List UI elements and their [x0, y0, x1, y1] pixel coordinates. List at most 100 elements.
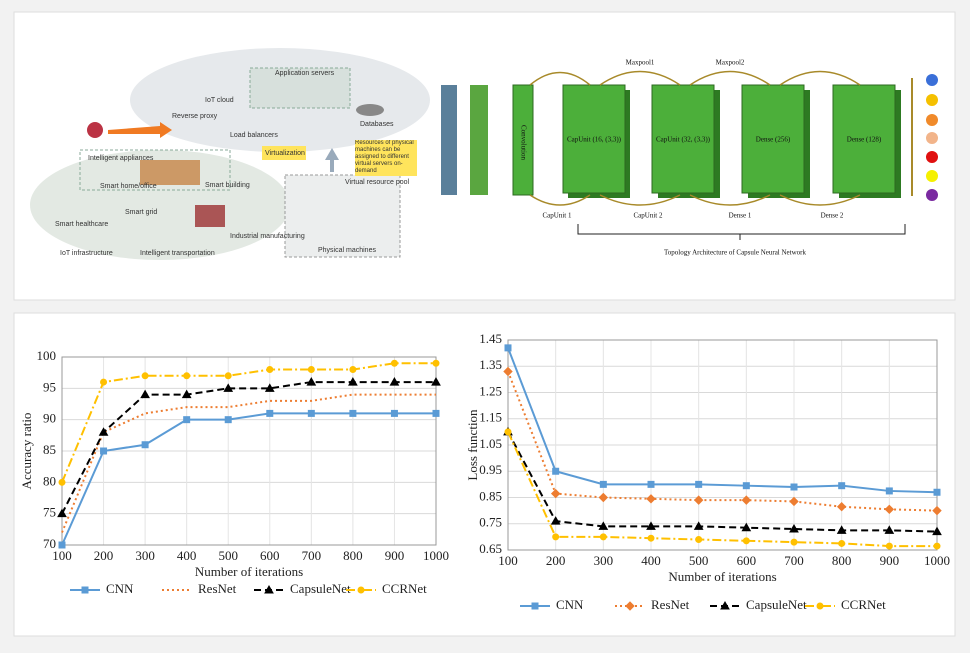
- series-line: [507, 431, 938, 533]
- label: Intelligent appliances: [88, 155, 154, 162]
- marker: [933, 542, 941, 550]
- y-axis-label: Loss function: [465, 409, 480, 481]
- input-units: [470, 85, 488, 195]
- marker: [504, 428, 512, 436]
- marker: [884, 525, 895, 534]
- x-tick-label: 800: [343, 548, 363, 563]
- y-tick-label: 75: [43, 505, 56, 520]
- label: IoT infrastructure: [60, 250, 113, 257]
- y-tick-label: 0.75: [479, 515, 502, 530]
- marker: [884, 504, 895, 515]
- y-axis-label: Accuracy ratio: [19, 413, 34, 490]
- marker: [349, 409, 357, 417]
- marker: [741, 522, 752, 532]
- home-box: [79, 149, 231, 191]
- bottom-label: CapUnit 1: [543, 212, 572, 220]
- arrow: [108, 122, 172, 138]
- marker: [647, 480, 655, 488]
- y-tick-label: 0.65: [479, 541, 502, 556]
- x-tick-label: 600: [737, 553, 757, 568]
- arrow: [325, 148, 339, 172]
- marker: [307, 409, 315, 417]
- marker: [695, 536, 703, 543]
- marker: [307, 366, 315, 374]
- x-tick-label: 500: [689, 553, 709, 568]
- marker: [742, 482, 750, 490]
- marker: [836, 525, 847, 534]
- legend-label: CCRNet: [382, 581, 427, 596]
- legend-label: CapsuleNet: [746, 597, 807, 612]
- marker: [552, 533, 560, 541]
- marker: [432, 359, 440, 367]
- input-images: [441, 85, 457, 195]
- marker: [224, 372, 232, 380]
- label: Intelligent transportation: [140, 250, 215, 257]
- label: Smart healthcare: [55, 221, 108, 228]
- marker: [885, 542, 893, 550]
- marker: [693, 521, 704, 530]
- label: Smart building: [205, 182, 250, 189]
- label: Application servers: [275, 70, 335, 77]
- label: Physical machines: [318, 247, 376, 254]
- series-line: [507, 371, 938, 512]
- y-tick-label: 1.45: [479, 331, 502, 346]
- marker: [838, 539, 846, 547]
- pool-label: Maxpool1: [626, 59, 655, 67]
- ground-shape: [30, 150, 290, 260]
- x-tick-label: 700: [784, 553, 804, 568]
- label: Virtual resource pool: [345, 179, 410, 186]
- marker: [838, 482, 846, 490]
- marker: [390, 409, 398, 417]
- legend-marker: [720, 600, 730, 610]
- marker: [504, 344, 512, 352]
- marker: [836, 501, 847, 512]
- bottom-label: CapUnit 2: [634, 212, 663, 220]
- marker: [550, 516, 561, 525]
- label: Databases: [360, 121, 394, 128]
- building-icon: [140, 160, 200, 185]
- y-tick-label: 1.25: [479, 383, 502, 398]
- marker: [932, 526, 942, 536]
- output-node: [926, 94, 938, 106]
- note: Resources of physical machines can be as…: [355, 140, 414, 174]
- y-tick-label: 90: [43, 411, 56, 426]
- marker: [57, 508, 67, 518]
- output-node: [926, 74, 938, 86]
- marker: [932, 505, 942, 516]
- marker: [598, 492, 609, 503]
- server-box: [249, 67, 351, 109]
- marker: [58, 541, 66, 549]
- x-tick-label: 100: [498, 553, 518, 568]
- x-tick-label: 900: [880, 553, 900, 568]
- legend-marker: [81, 586, 89, 594]
- layer: [562, 84, 626, 194]
- marker: [599, 480, 607, 488]
- bottom-label: Dense 2: [821, 212, 844, 220]
- output-node: [926, 170, 938, 182]
- legend-label: CCRNet: [841, 597, 886, 612]
- series-line: [61, 393, 436, 533]
- router-icon: [87, 122, 103, 138]
- marker: [789, 496, 799, 507]
- y-tick-label: 0.85: [479, 488, 502, 503]
- marker: [183, 372, 191, 380]
- marker: [141, 441, 149, 449]
- marker: [264, 383, 275, 392]
- marker: [647, 534, 655, 542]
- marker: [224, 416, 232, 424]
- pool-box: [284, 174, 401, 258]
- connectors: [529, 70, 861, 206]
- legend-label: CNN: [556, 597, 584, 612]
- marker: [431, 377, 441, 386]
- iot-diagram: IoT cloud Application servers Reverse pr…: [30, 48, 430, 260]
- series-line: [61, 381, 436, 515]
- y-tick-label: 85: [43, 442, 56, 457]
- x-tick-label: 200: [94, 548, 114, 563]
- label: Industrial manufacturing: [230, 233, 305, 240]
- layer-label: CapUnit (32, (3,3)): [656, 136, 711, 144]
- marker: [599, 533, 607, 541]
- x-tick-label: 200: [546, 553, 566, 568]
- label: Load balancers: [230, 132, 278, 139]
- label: Reverse proxy: [172, 113, 218, 120]
